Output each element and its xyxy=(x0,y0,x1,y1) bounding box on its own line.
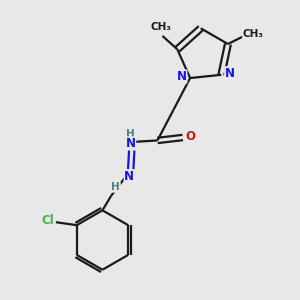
Text: O: O xyxy=(185,130,195,143)
Text: N: N xyxy=(225,67,235,80)
Text: N: N xyxy=(126,137,136,150)
Text: CH₃: CH₃ xyxy=(151,22,172,32)
Text: Cl: Cl xyxy=(41,214,54,227)
Text: H: H xyxy=(126,129,135,139)
Text: N: N xyxy=(124,169,134,183)
Text: H: H xyxy=(111,182,120,192)
Text: CH₃: CH₃ xyxy=(243,28,264,39)
Text: N: N xyxy=(177,70,187,83)
